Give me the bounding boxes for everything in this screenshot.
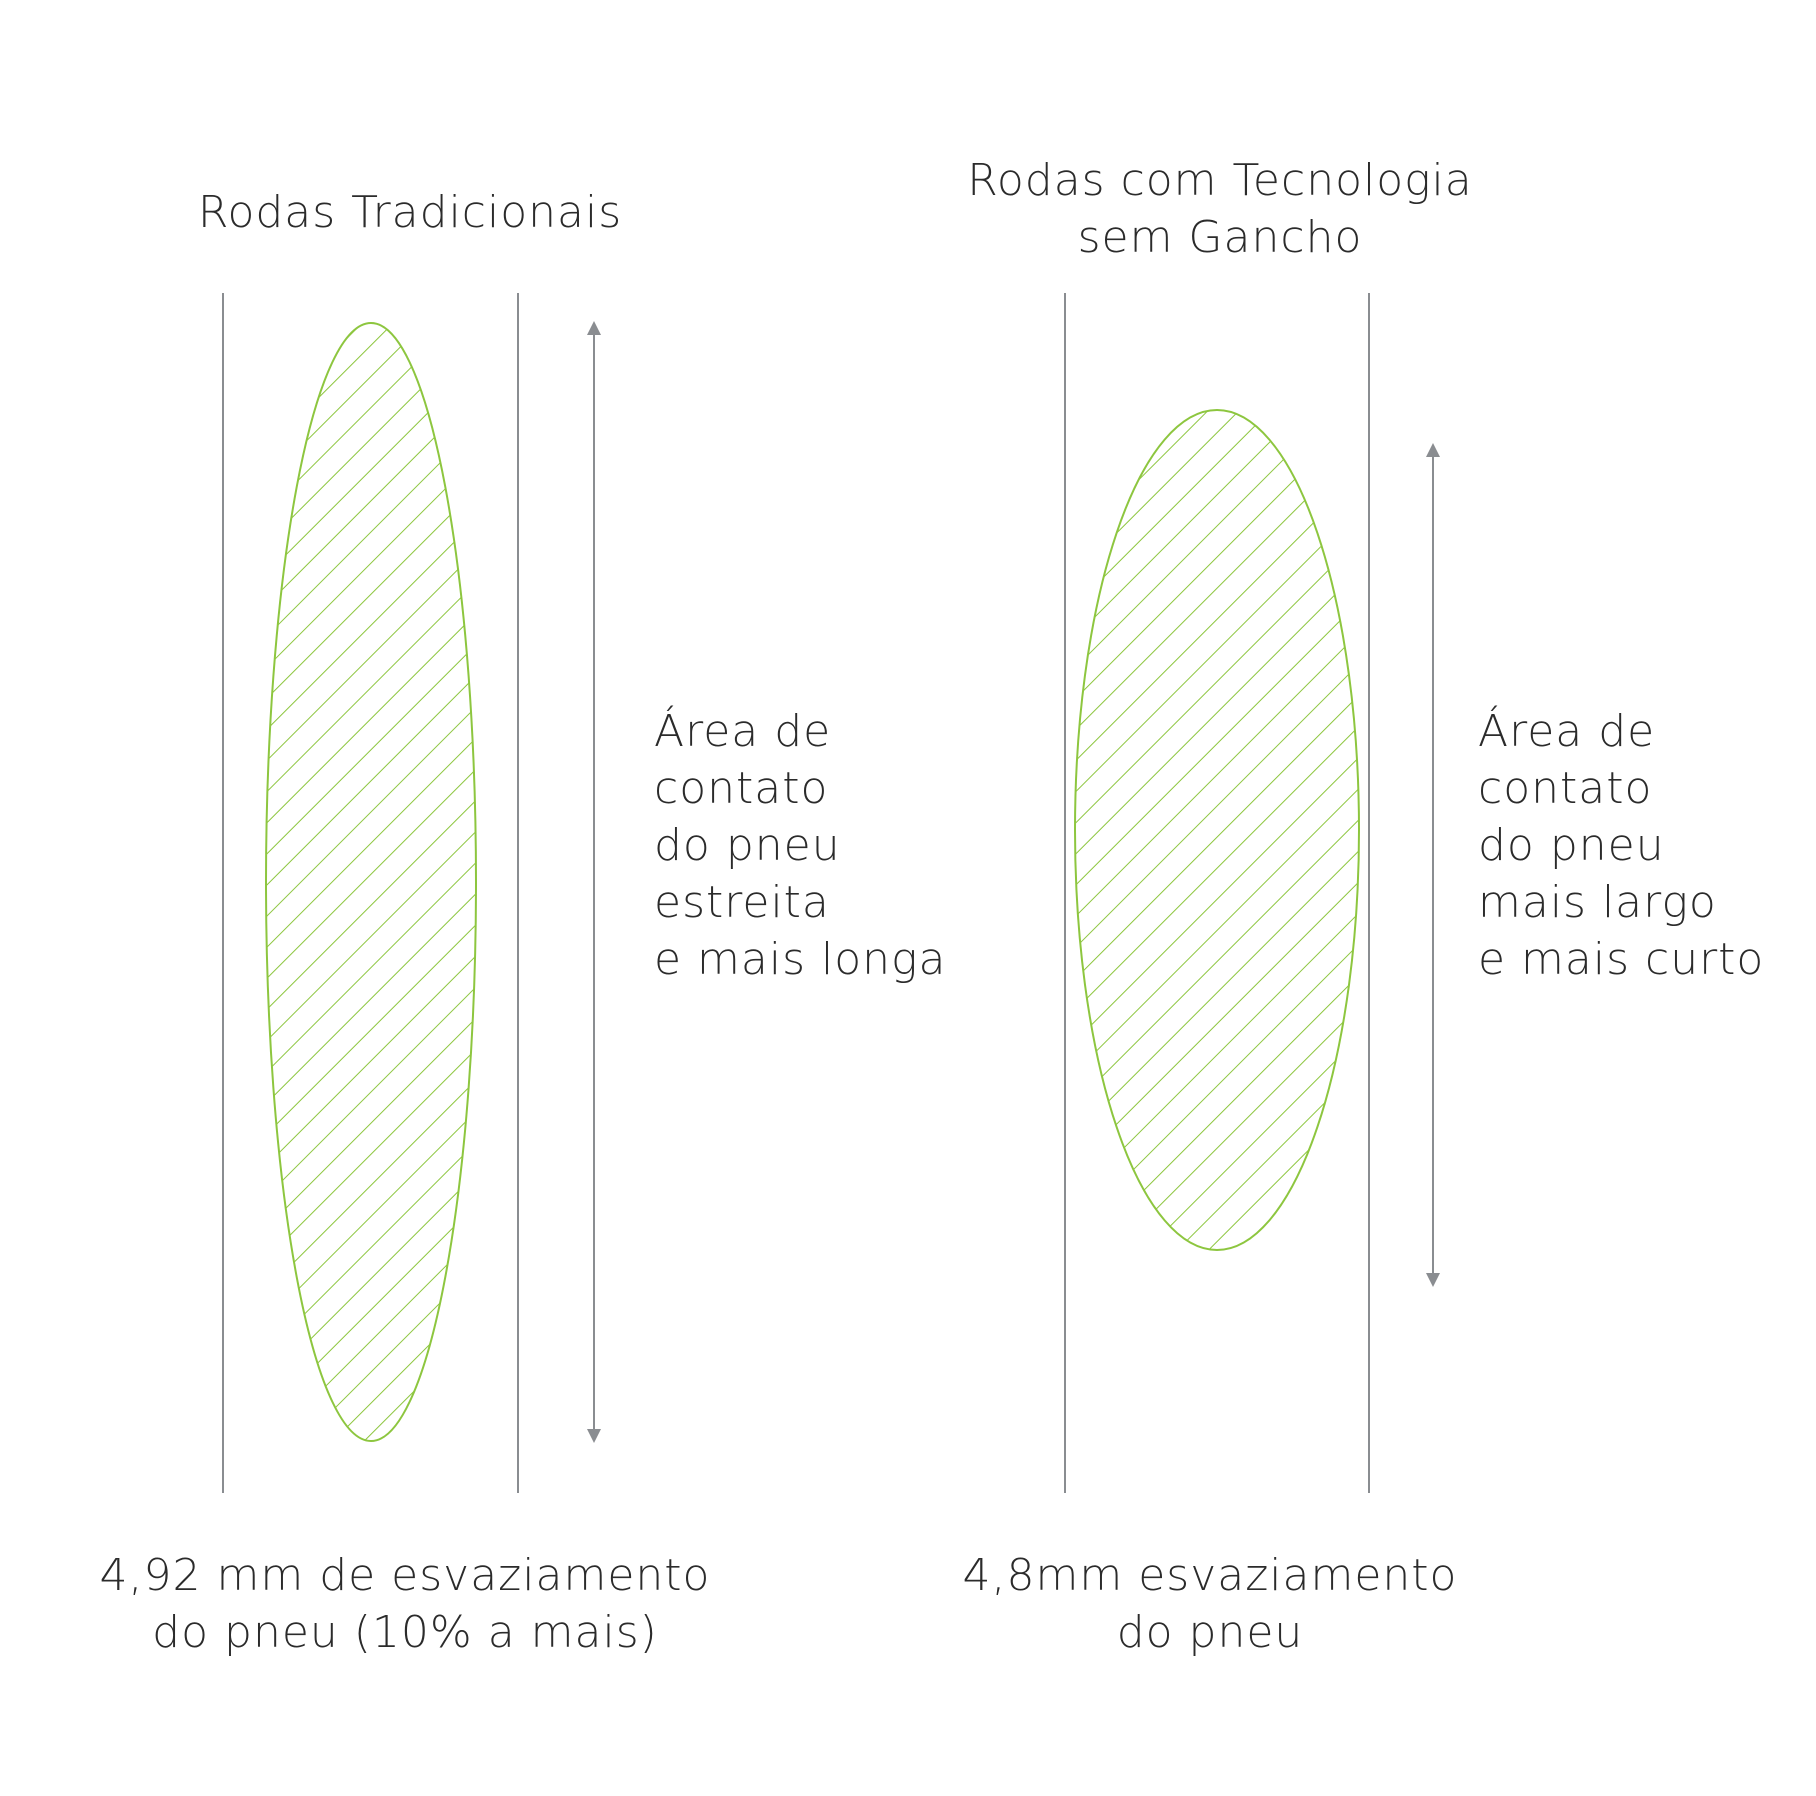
label-line: e mais curto [1478, 934, 1765, 985]
traditional-contact-label: Área de contato do pneu estreita e mais … [654, 703, 974, 988]
caption-line: 4,92 mm de esvaziamento [99, 1550, 711, 1601]
label-line: do pneu [1478, 820, 1665, 871]
title-line: sem Gancho [1077, 212, 1363, 263]
label-line: contato [654, 763, 829, 814]
label-line: estreita [654, 877, 830, 928]
label-line: contato [1478, 763, 1653, 814]
label-line: e mais longa [654, 934, 947, 985]
caption-line: 4,8mm esvaziamento [962, 1550, 1458, 1601]
label-line: Área de [654, 706, 832, 757]
label-line: mais largo [1478, 877, 1717, 928]
caption-line: do pneu (10% a mais) [152, 1607, 658, 1658]
hookless-panel-graphic [1064, 293, 1440, 1493]
label-line: do pneu [654, 820, 841, 871]
hookless-title: Rodas com Tecnologia sem Gancho [940, 152, 1500, 266]
label-line: Área de [1478, 706, 1656, 757]
title-line: Rodas Tradicionais [197, 187, 623, 238]
narrow-long-contact-patch [265, 322, 477, 1442]
traditional-caption: 4,92 mm de esvaziamento do pneu (10% a m… [80, 1547, 730, 1661]
traditional-panel-graphic [222, 293, 601, 1493]
traditional-title: Rodas Tradicionais [150, 184, 670, 241]
caption-line: do pneu [1116, 1607, 1304, 1658]
hookless-contact-label: Área de contato do pneu mais largo e mai… [1478, 703, 1798, 988]
hookless-caption: 4,8mm esvaziamento do pneu [940, 1547, 1480, 1661]
wide-short-contact-patch [1074, 409, 1360, 1251]
title-line: Rodas com Tecnologia [967, 155, 1473, 206]
